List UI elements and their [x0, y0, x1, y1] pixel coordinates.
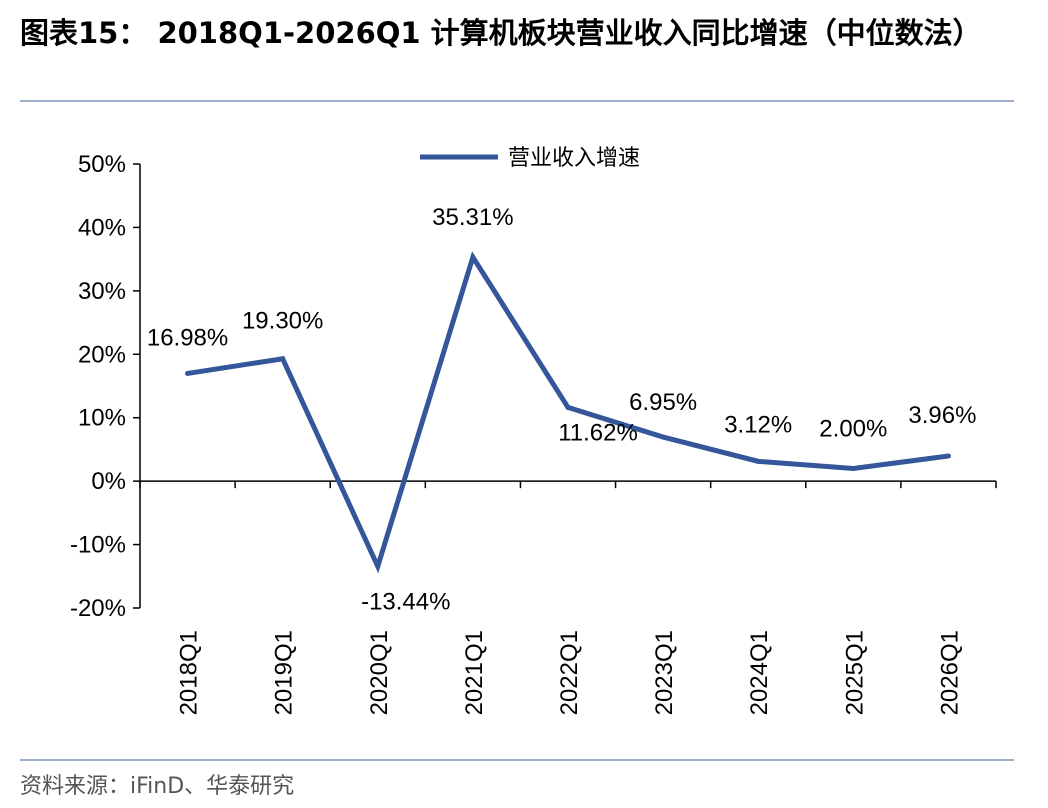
data-label: 11.62%	[558, 419, 638, 446]
x-tick-label: 2022Q1	[556, 630, 583, 715]
data-label: 3.96%	[908, 402, 976, 429]
bottom-divider	[20, 759, 1014, 761]
legend-label: 营业收入增速	[508, 146, 640, 171]
y-tick-label: 30%	[78, 278, 126, 305]
chart-title: 图表15： 2018Q1-2026Q1 计算机板块营业收入同比增速（中位数法）	[20, 16, 982, 50]
data-label: 19.30%	[242, 308, 323, 335]
series-line	[187, 251, 949, 574]
y-tick-label: 50%	[78, 151, 126, 178]
chart-series	[185, 251, 951, 574]
x-tick-label: 2021Q1	[461, 630, 488, 715]
data-point	[280, 356, 286, 362]
data-label: 3.12%	[724, 411, 792, 438]
data-point	[375, 563, 381, 569]
x-tick-label: 2020Q1	[366, 630, 393, 715]
x-tick-label: 2025Q1	[841, 630, 868, 715]
top-divider	[20, 100, 1014, 102]
x-tick-label: 2023Q1	[651, 630, 678, 715]
y-tick-label: -10%	[70, 532, 126, 559]
data-label: 6.95%	[629, 389, 697, 416]
data-point	[945, 453, 951, 459]
chart-legend: 营业收入增速	[420, 146, 640, 171]
data-point	[850, 465, 856, 471]
data-point	[565, 404, 571, 410]
y-tick-label: -20%	[70, 595, 126, 622]
y-tick-label: 0%	[91, 468, 126, 495]
x-tick-label: 2018Q1	[176, 630, 203, 715]
x-tick-label: 2024Q1	[746, 630, 773, 715]
x-tick-label: 2019Q1	[271, 630, 298, 715]
data-point	[185, 370, 191, 376]
y-tick-label: 20%	[78, 341, 126, 368]
data-label: 35.31%	[432, 204, 513, 231]
y-tick-label: 10%	[78, 405, 126, 432]
data-point	[660, 434, 666, 440]
source-note: 资料来源：iFinD、华泰研究	[20, 774, 295, 799]
data-label: 2.00%	[819, 415, 887, 442]
data-point	[470, 254, 476, 260]
data-point	[755, 458, 761, 464]
chart-axes: 50% 40% 30% 20% 10% 0% -10% -20% 2018Q1 2019Q1 202…	[70, 151, 997, 715]
data-label: 16.98%	[147, 324, 228, 351]
x-tick-label: 2026Q1	[936, 630, 963, 715]
y-tick-label: 40%	[78, 214, 126, 241]
chart-labels: 16.98% 19.30% -13.44% 35.31% 11.62% 6.95% 3.12…	[147, 204, 977, 615]
data-label: -13.44%	[361, 588, 450, 615]
